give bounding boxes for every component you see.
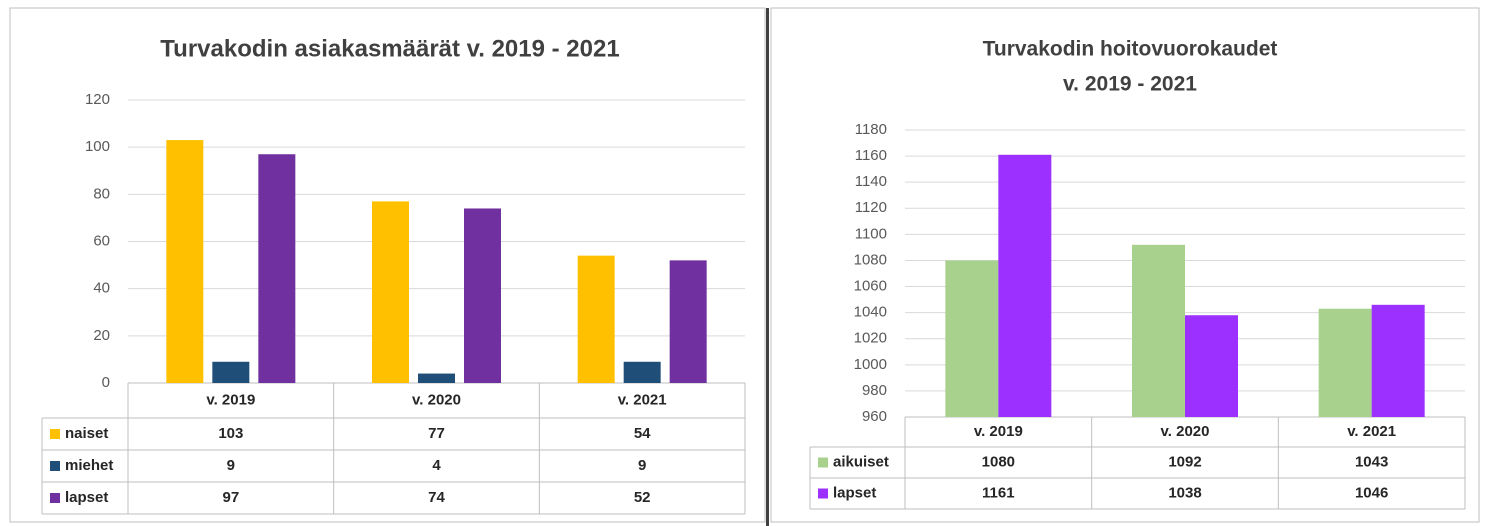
left-panel bbox=[9, 7, 766, 523]
legend-label: lapset bbox=[833, 484, 876, 501]
bar bbox=[1371, 304, 1425, 417]
bar bbox=[998, 154, 1052, 417]
legend-swatch bbox=[818, 488, 828, 499]
right-panel bbox=[770, 7, 1480, 523]
bar bbox=[464, 208, 501, 383]
table-value: 1046 bbox=[1355, 484, 1388, 501]
chart-title: Turvakodin asiakasmäärät v. 2019 - 2021 bbox=[160, 35, 619, 62]
table-value: 1043 bbox=[1355, 453, 1388, 470]
y-tick-label: 980 bbox=[862, 382, 887, 399]
y-tick-label: 120 bbox=[85, 91, 110, 108]
legend-label: miehet bbox=[65, 457, 113, 474]
y-tick-label: 100 bbox=[85, 138, 110, 155]
bar bbox=[1185, 315, 1238, 417]
table-value: 52 bbox=[634, 489, 651, 506]
bar bbox=[1318, 308, 1372, 417]
y-tick-label: 1000 bbox=[854, 356, 887, 373]
table-value: 1161 bbox=[982, 484, 1015, 501]
legend-label: aikuiset bbox=[833, 453, 889, 470]
y-tick-label: 1180 bbox=[855, 121, 887, 138]
x-tick-label: v. 2019 bbox=[974, 423, 1023, 440]
chart-title: Turvakodin hoitovuorokaudet bbox=[983, 38, 1278, 61]
y-tick-label: 80 bbox=[93, 185, 110, 202]
x-tick-label: v. 2021 bbox=[618, 391, 667, 408]
y-tick-label: 0 bbox=[102, 374, 110, 391]
y-tick-label: 960 bbox=[862, 408, 887, 425]
table-value: 1092 bbox=[1168, 453, 1201, 470]
y-tick-label: 1120 bbox=[855, 199, 887, 216]
x-tick-label: v. 2020 bbox=[1161, 423, 1210, 440]
y-tick-label: 1040 bbox=[854, 304, 887, 321]
x-tick-label: v. 2021 bbox=[1347, 423, 1396, 440]
table-value: 74 bbox=[428, 489, 445, 506]
bar bbox=[418, 373, 455, 383]
table-value: 103 bbox=[218, 425, 243, 442]
y-tick-label: 1080 bbox=[854, 251, 887, 268]
x-tick-label: v. 2020 bbox=[412, 391, 461, 408]
y-tick-label: 1160 bbox=[855, 147, 887, 164]
legend-swatch bbox=[50, 493, 60, 503]
bar bbox=[166, 140, 204, 383]
y-tick-label: 40 bbox=[93, 280, 110, 297]
y-tick-label: 1060 bbox=[854, 278, 887, 295]
legend-swatch bbox=[50, 429, 60, 439]
bar bbox=[669, 260, 707, 383]
table-value: 77 bbox=[428, 425, 445, 442]
legend-swatch bbox=[818, 457, 828, 468]
y-tick-label: 60 bbox=[93, 232, 110, 249]
table-value: 9 bbox=[638, 457, 646, 474]
table-value: 1080 bbox=[982, 453, 1015, 470]
chart-subtitle: v. 2019 - 2021 bbox=[1063, 73, 1197, 96]
bar bbox=[372, 201, 409, 383]
bar bbox=[212, 361, 250, 383]
bar bbox=[623, 361, 661, 383]
y-tick-label: 20 bbox=[93, 327, 110, 344]
table-value: 97 bbox=[222, 489, 239, 506]
y-tick-label: 1020 bbox=[854, 330, 887, 347]
bar bbox=[945, 260, 999, 417]
table-value: 4 bbox=[432, 457, 441, 474]
y-tick-label: 1100 bbox=[855, 225, 887, 242]
table-value: 9 bbox=[227, 457, 235, 474]
y-tick-label: 1140 bbox=[855, 173, 887, 190]
bar bbox=[1132, 244, 1185, 417]
legend-label: lapset bbox=[65, 489, 108, 506]
bar bbox=[258, 154, 296, 383]
table-value: 1038 bbox=[1168, 484, 1201, 501]
legend-swatch bbox=[50, 461, 60, 471]
bar bbox=[577, 255, 615, 383]
table-value: 54 bbox=[634, 425, 651, 442]
x-tick-label: v. 2019 bbox=[206, 391, 255, 408]
legend-label: naiset bbox=[65, 425, 108, 442]
